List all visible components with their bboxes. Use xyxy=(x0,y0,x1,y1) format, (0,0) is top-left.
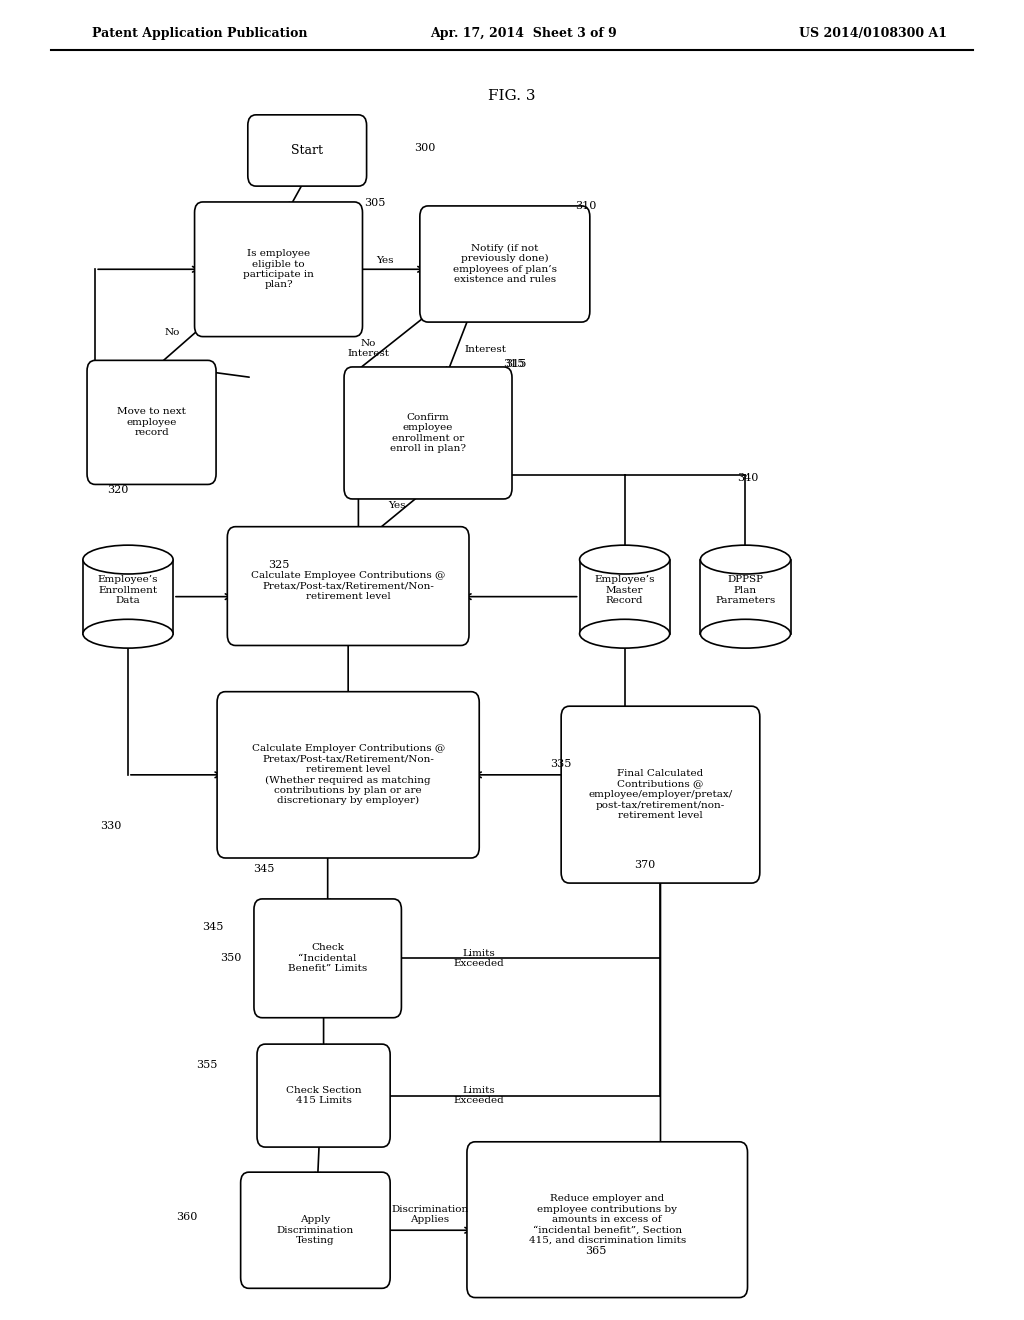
FancyBboxPatch shape xyxy=(195,202,362,337)
Text: 330: 330 xyxy=(100,821,121,832)
Text: Interest: Interest xyxy=(464,346,507,354)
Text: Check Section
415 Limits: Check Section 415 Limits xyxy=(286,1086,361,1105)
Text: Apr. 17, 2014  Sheet 3 of 9: Apr. 17, 2014 Sheet 3 of 9 xyxy=(430,26,616,40)
Text: FIG. 3: FIG. 3 xyxy=(488,90,536,103)
FancyBboxPatch shape xyxy=(561,706,760,883)
Text: Is employee
eligible to
participate in
plan?: Is employee eligible to participate in p… xyxy=(243,249,314,289)
Text: 315: 315 xyxy=(504,359,524,370)
Text: Check
“Incidental
Benefit” Limits: Check “Incidental Benefit” Limits xyxy=(288,944,368,973)
Text: 325: 325 xyxy=(268,560,289,570)
Ellipse shape xyxy=(700,619,791,648)
FancyBboxPatch shape xyxy=(257,1044,390,1147)
Text: Confirm
employee
enrollment or
enroll in plan?: Confirm employee enrollment or enroll in… xyxy=(390,413,466,453)
FancyBboxPatch shape xyxy=(227,527,469,645)
FancyBboxPatch shape xyxy=(580,560,670,634)
FancyBboxPatch shape xyxy=(467,1142,748,1298)
Text: US 2014/0108300 A1: US 2014/0108300 A1 xyxy=(799,26,947,40)
Text: 345: 345 xyxy=(203,921,223,932)
Text: 355: 355 xyxy=(197,1060,217,1071)
Text: 335: 335 xyxy=(551,759,571,770)
Text: No
Interest: No Interest xyxy=(347,339,390,358)
Ellipse shape xyxy=(83,545,173,574)
Text: Calculate Employee Contributions @
Pretax/Post-tax/Retirement/Non-
retirement le: Calculate Employee Contributions @ Preta… xyxy=(251,572,445,601)
Text: Calculate Employer Contributions @
Pretax/Post-tax/Retirement/Non-
retirement le: Calculate Employer Contributions @ Preta… xyxy=(252,744,444,805)
Text: DPPSP
Plan
Parameters: DPPSP Plan Parameters xyxy=(716,576,775,605)
Ellipse shape xyxy=(580,545,670,574)
Text: Yes: Yes xyxy=(376,256,394,264)
Text: 315: 315 xyxy=(506,359,526,370)
FancyBboxPatch shape xyxy=(420,206,590,322)
Text: 340: 340 xyxy=(737,473,758,483)
Text: 310: 310 xyxy=(575,201,596,211)
Text: 305: 305 xyxy=(365,198,385,209)
FancyBboxPatch shape xyxy=(217,692,479,858)
Ellipse shape xyxy=(700,545,791,574)
FancyBboxPatch shape xyxy=(87,360,216,484)
Text: Notify (if not
previously done)
employees of plan’s
existence and rules: Notify (if not previously done) employee… xyxy=(453,244,557,284)
Text: 365: 365 xyxy=(586,1246,606,1257)
Ellipse shape xyxy=(83,619,173,648)
Text: 345: 345 xyxy=(254,863,274,874)
Text: 350: 350 xyxy=(220,953,241,964)
Text: 300: 300 xyxy=(415,143,435,153)
FancyBboxPatch shape xyxy=(254,899,401,1018)
Text: Limits
Exceeded: Limits Exceeded xyxy=(454,949,505,968)
Text: Employee’s
Master
Record: Employee’s Master Record xyxy=(594,576,655,605)
Text: Patent Application Publication: Patent Application Publication xyxy=(92,26,307,40)
Text: 360: 360 xyxy=(176,1212,197,1222)
Text: 320: 320 xyxy=(108,484,128,495)
Text: Start: Start xyxy=(291,144,324,157)
FancyBboxPatch shape xyxy=(700,560,791,634)
Ellipse shape xyxy=(580,619,670,648)
FancyBboxPatch shape xyxy=(83,560,173,634)
Text: Limits
Exceeded: Limits Exceeded xyxy=(454,1086,505,1105)
Text: No: No xyxy=(164,329,180,337)
Text: Employee’s
Enrollment
Data: Employee’s Enrollment Data xyxy=(97,576,159,605)
Text: Yes: Yes xyxy=(388,502,407,510)
Text: Move to next
employee
record: Move to next employee record xyxy=(117,408,186,437)
Text: Reduce employer and
employee contributions by
amounts in excess of
“incidental b: Reduce employer and employee contributio… xyxy=(528,1195,686,1245)
FancyBboxPatch shape xyxy=(241,1172,390,1288)
Text: 370: 370 xyxy=(635,859,655,870)
Text: Final Calculated
Contributions @
employee/employer/pretax/
post-tax/retirement/n: Final Calculated Contributions @ employe… xyxy=(589,770,732,820)
Text: Discrimination
Applies: Discrimination Applies xyxy=(391,1205,469,1224)
Text: Apply
Discrimination
Testing: Apply Discrimination Testing xyxy=(276,1216,354,1245)
FancyBboxPatch shape xyxy=(248,115,367,186)
FancyBboxPatch shape xyxy=(344,367,512,499)
